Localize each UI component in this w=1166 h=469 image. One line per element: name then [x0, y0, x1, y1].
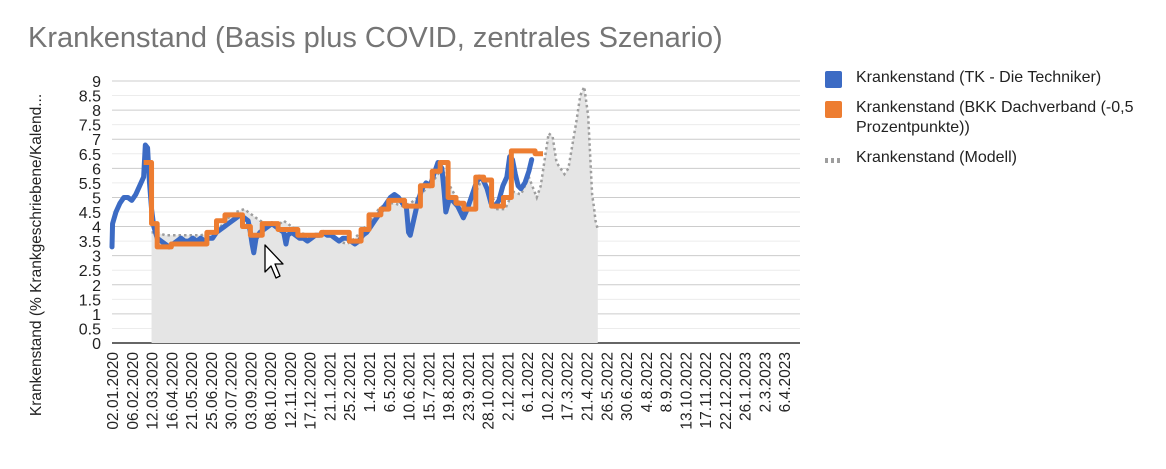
legend-label-modell: Krankenstand (Modell) — [856, 149, 1017, 166]
y-tick-label: 7.5 — [79, 118, 101, 135]
x-tick-label: 26.1.2023 — [738, 352, 755, 421]
y-tick-label: 8.5 — [79, 89, 101, 106]
x-tick-label: 1.4.2021 — [362, 352, 379, 412]
series-line-bkk — [143, 148, 543, 250]
x-tick-label: 10.2.2022 — [540, 352, 557, 421]
y-tick-label: 6.5 — [79, 147, 101, 164]
legend-label-tk: Krankenstand (TK - Die Techniker) — [856, 69, 1102, 86]
x-tick-label: 8.9.2022 — [659, 352, 676, 412]
legend-swatch-modell — [825, 158, 842, 163]
x-tick-label: 25.2.2021 — [342, 352, 359, 421]
x-tick-label: 03.09.2020 — [243, 352, 260, 430]
x-tick-label: 6.1.2022 — [520, 352, 537, 412]
y-tick-label: 5 — [92, 190, 101, 207]
x-tick-label: 2.12.2021 — [500, 352, 517, 421]
x-tick-label: 23.9.2021 — [461, 352, 478, 421]
x-tick-label: 19.8.2021 — [441, 352, 458, 421]
x-tick-label: 12.03.2020 — [145, 352, 162, 430]
y-tick-label: 2.5 — [79, 263, 101, 280]
legend-item-bkk[interactable]: Krankenstand (BKK Dachverband (-0,5 Proz… — [825, 98, 1160, 138]
x-tick-label: 25.06.2020 — [204, 352, 221, 430]
model-area-fill — [151, 86, 598, 344]
x-tick-label: 22.12.2022 — [718, 352, 735, 430]
y-tick-label: 1.5 — [79, 292, 101, 309]
x-tick-label: 21.05.2020 — [184, 352, 201, 430]
legend-item-tk[interactable]: Krankenstand (TK - Die Techniker) — [825, 68, 1160, 88]
y-tick-label: 0.5 — [79, 321, 101, 338]
series-line-modell — [151, 82, 599, 246]
x-tick-label: 17.3.2022 — [560, 352, 577, 421]
x-tick-label: 10.6.2021 — [402, 352, 419, 421]
mouse-pointer-icon — [264, 244, 284, 279]
model-area — [151, 86, 598, 344]
x-tick-label: 17.12.2020 — [303, 352, 320, 430]
x-tick-labels: 02.01.2020 06.02.2020 12.03.2020 16.04.2020… — [105, 352, 794, 430]
x-tick-label: 6.4.2023 — [777, 352, 794, 412]
x-tick-label: 02.01.2020 — [105, 352, 122, 430]
chart-title: Krankenstand (Basis plus COVID, zentrale… — [28, 22, 723, 54]
legend-swatch-tk — [825, 71, 842, 88]
x-tick-label: 12.11.2020 — [283, 352, 300, 429]
x-tick-label: 2.3.2023 — [757, 352, 774, 412]
line-chart: 00.511.522.533.544.555.566.577.588.59 02… — [28, 74, 800, 430]
y-tick-label: 4.5 — [79, 205, 101, 222]
y-tick-label: 1 — [92, 307, 101, 324]
legend-item-modell[interactable]: Krankenstand (Modell) — [825, 148, 1160, 168]
x-tick-label: 4.8.2022 — [639, 352, 656, 412]
y-tick-label: 7 — [92, 132, 101, 149]
x-tick-label: 16.04.2020 — [164, 352, 181, 430]
x-tick-label: 15.7.2021 — [421, 352, 438, 421]
x-tick-label: 28.10.2021 — [481, 352, 498, 430]
y-tick-label: 5.5 — [79, 176, 101, 193]
y-tick-label: 0 — [92, 336, 101, 353]
legend-label-bkk: Krankenstand (BKK Dachverband (-0,5 Proz… — [856, 99, 1134, 136]
x-tick-label: 30.6.2022 — [619, 352, 636, 421]
y-tick-label: 6 — [92, 161, 101, 178]
y-tick-label: 8 — [92, 103, 101, 120]
x-tick-label: 06.02.2020 — [125, 352, 142, 430]
x-tick-label: 17.11.2022 — [698, 352, 715, 428]
x-tick-label: 26.5.2022 — [599, 352, 616, 421]
y-tick-label: 4 — [92, 220, 101, 237]
x-tick-label: 21.4.2022 — [579, 352, 596, 421]
x-tick-label: 13.10.2022 — [678, 352, 695, 430]
y-tick-label: 3.5 — [79, 234, 101, 251]
y-axis-label: Krankenstand (% Krankgeschriebene/Kalend… — [28, 94, 45, 416]
x-tick-label: 30.07.2020 — [224, 352, 241, 430]
y-tick-label: 3 — [92, 249, 101, 266]
y-tick-label: 2 — [92, 278, 101, 295]
chart-legend: Krankenstand (TK - Die Techniker) Kranke… — [825, 68, 1160, 178]
legend-swatch-bkk — [825, 101, 842, 118]
series-lines — [109, 82, 599, 256]
y-tick-labels: 00.511.522.533.544.555.566.577.588.59 — [79, 74, 101, 353]
x-tick-label: 08.10.2020 — [263, 352, 280, 430]
x-tick-label: 6.5.2021 — [382, 352, 399, 412]
y-tick-label: 9 — [92, 74, 101, 91]
x-tick-label: 21.1.2021 — [322, 352, 339, 421]
